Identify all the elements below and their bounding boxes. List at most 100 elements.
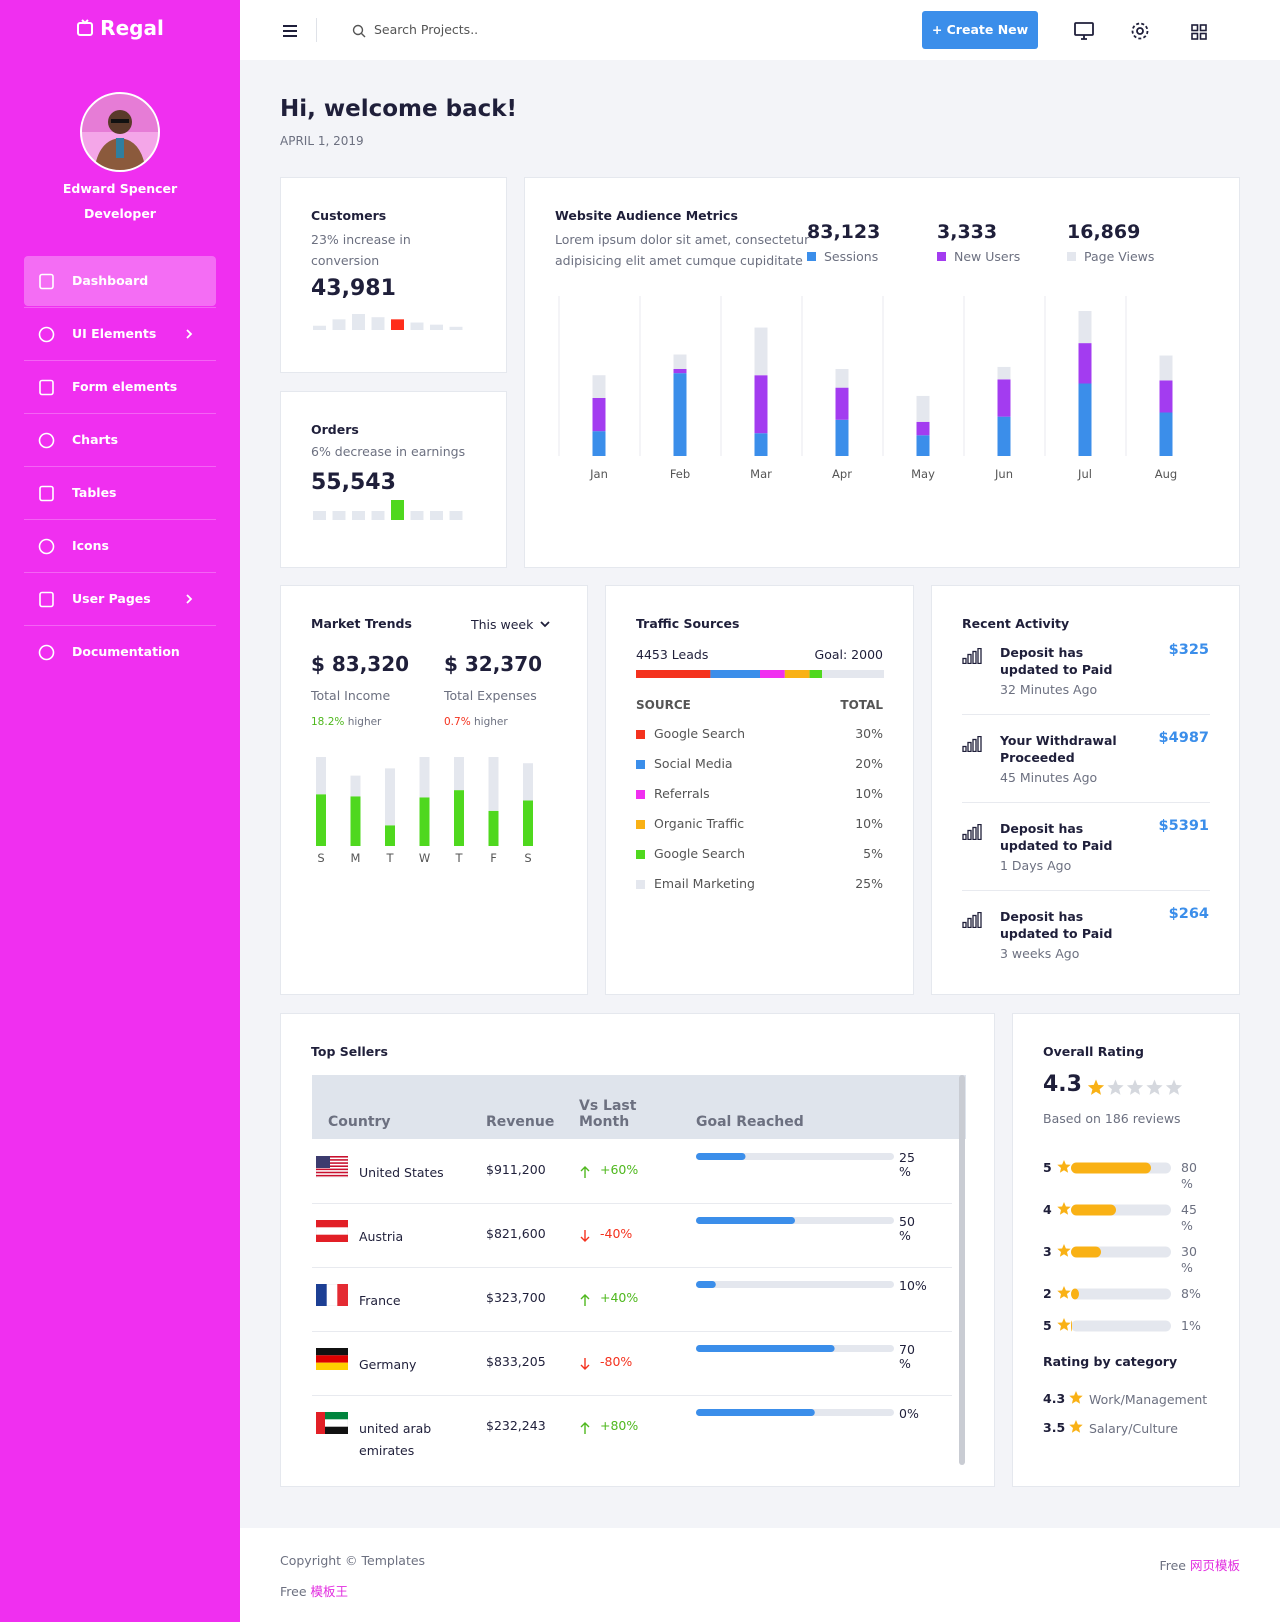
activity-icon [962,736,982,752]
menu-item[interactable]: Dashboard [24,256,216,306]
menu-separator [24,466,216,467]
menu-label: UI Elements [72,326,157,341]
bar-segment [488,810,499,846]
rating-score: 4.3 [1043,1072,1082,1097]
arrow [580,1358,590,1370]
breakdown-bar [1057,1318,1171,1332]
menu-item[interactable]: Documentation [24,627,216,677]
chevron [186,329,193,339]
star [1057,1286,1071,1299]
star [1069,1391,1083,1404]
star [1107,1079,1124,1095]
legend-item: Sessions [807,249,878,264]
create-button[interactable]: + Create New [922,11,1038,49]
menu-item[interactable]: Charts [24,415,216,465]
footer-link[interactable]: 网页模板 [1189,1558,1240,1573]
source-swatch [636,760,645,769]
menu-item[interactable]: Tables [24,468,216,518]
menu-item[interactable]: Icons [24,521,216,571]
menu-separator [24,519,216,520]
bar [449,511,463,520]
bar-segment [454,757,464,791]
customers-card: Customers 23% increase in conversion 43,… [280,177,507,373]
revenue: $232,243 [486,1418,546,1433]
footer-link[interactable]: 模板王 [310,1584,349,1599]
activity-amount: $5391 [1158,818,1209,834]
menu-item[interactable]: User Pages [24,574,216,624]
bar [410,511,424,520]
breakdown-stars: 3 [1043,1244,1052,1259]
source-swatch [636,730,645,739]
breakdown-bar [1057,1286,1171,1300]
traffic-card: Traffic Sources 4453 Leads Goal: 2000 SO… [605,585,914,995]
activity-icon [962,912,982,928]
menu-icon [39,379,54,396]
scrollbar[interactable] [959,1075,965,1465]
swatch [1067,252,1076,261]
card-title: Overall Rating [1043,1044,1144,1059]
category-label: Salary/Culture [1089,1421,1178,1436]
change-value: 18.2% [311,716,345,728]
breakdown-bar [1057,1202,1171,1216]
star [1057,1318,1071,1331]
column-header: SOURCE [636,698,691,712]
leads: 4453 Leads [636,647,709,662]
icon-shape [39,591,54,608]
footer-prefix: Free [1159,1558,1186,1573]
market-card: Market Trends This week $ 83,320 Total I… [280,585,588,995]
activity-text: Deposit has updated to Paid [1000,909,1113,941]
breakdown-stars: 5 [1043,1160,1052,1175]
bar-segment [754,375,768,434]
menu-label: Icons [72,538,109,553]
breakdown-label: 30 % [1181,1244,1197,1275]
bar-segment [488,757,499,811]
icon-bar [977,912,982,928]
menu-item[interactable]: Form elements [24,362,216,412]
sellers-card: Top Sellers Country Revenue Vs Last Month G… [280,1013,995,1487]
activity-text: Deposit has updated to Paid [1000,645,1113,677]
breakdown-bar [1057,1160,1171,1174]
arrow [580,1422,590,1434]
icon-shape [39,379,54,396]
activity-time: 3 weeks Ago [1000,946,1080,961]
progress-bar [1071,1246,1101,1258]
x-tick-label: Jul [1077,467,1092,481]
x-tick-label: Jun [994,467,1013,481]
bar-segment [454,790,464,846]
search-input[interactable]: Search Projects.. [374,22,479,37]
star [1087,1079,1105,1095]
settings-icon[interactable] [1130,21,1150,41]
bar-segment [1078,311,1092,344]
flag-stripe [316,1168,348,1171]
change-text: higher [474,716,508,728]
change: -40% [600,1226,633,1241]
progress-segment [784,670,810,678]
icon-bar [962,921,967,928]
bar [391,319,404,330]
star [1165,1079,1183,1095]
apps-icon[interactable] [1191,24,1207,40]
category-title: Rating by category [1043,1354,1178,1369]
menu-toggle[interactable] [282,24,298,38]
period-select[interactable]: This week [471,617,551,632]
menu-item[interactable]: UI Elements [24,309,216,359]
x-tick-label: Jan [589,467,608,481]
progress-bar [696,1345,835,1352]
icon-bar [977,648,982,664]
category-score: 3.5 [1043,1420,1066,1435]
legend-label: New Users [954,249,1021,264]
divider [316,18,317,42]
progress-track [696,1153,894,1160]
icon-bar [967,653,972,664]
icon-bar [967,829,972,840]
flag-stripe [316,1220,348,1228]
row-separator [312,1331,952,1332]
goal-progress [696,1153,894,1160]
brand[interactable]: Regal [0,16,240,40]
monitor-icon[interactable] [1074,22,1094,40]
orders-card: Orders 6% decrease in earnings 55,543 [280,391,507,568]
menu-separator [24,307,216,308]
icon-shape [38,538,55,555]
flag-stripe [316,1426,348,1434]
stat-value: 16,869 [1067,221,1141,243]
